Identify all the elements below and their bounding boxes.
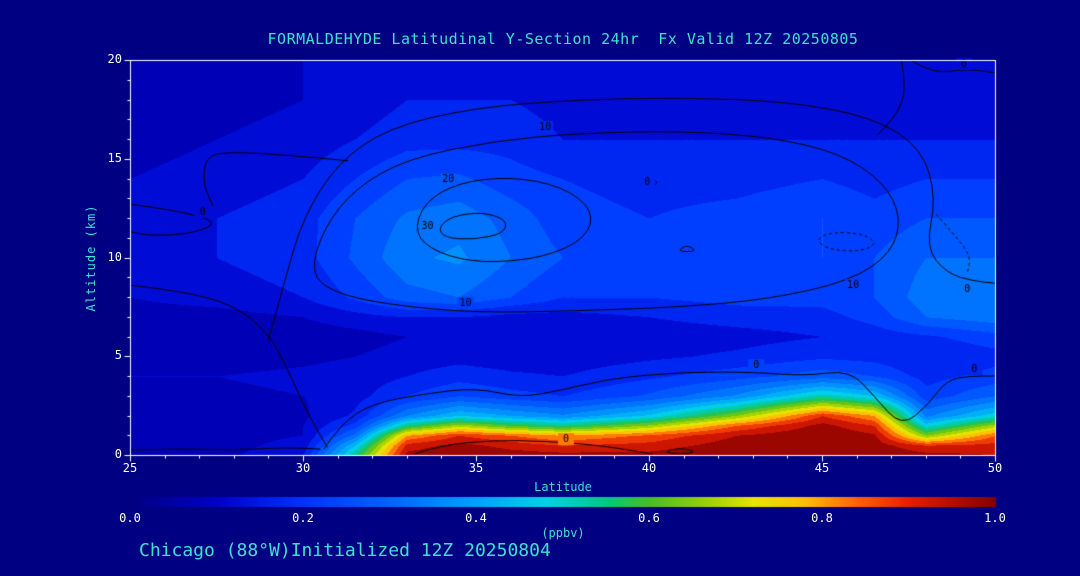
colorbar-tick-label: 0.2 [292, 511, 314, 525]
y-tick-label: 0 [114, 447, 122, 461]
colorbar-tick-label: 0.6 [638, 511, 660, 525]
x-tick-label: 50 [987, 461, 1003, 475]
x-tick-label: 25 [122, 461, 138, 475]
colorbar-tick-label: 0.8 [811, 511, 833, 525]
x-tick-label: 35 [468, 461, 484, 475]
colorbar-units-label: (ppbv) [541, 526, 585, 540]
colorbar-tick-label: 0.4 [465, 511, 487, 525]
footer-annotation: Chicago (88°W)Initialized 12Z 20250804 [139, 540, 551, 561]
x-axis-title: Latitude [534, 480, 592, 494]
x-tick-label: 45 [814, 461, 830, 475]
x-tick-label: 30 [295, 461, 311, 475]
x-tick-label: 40 [641, 461, 657, 475]
plot-title: FORMALDEHYDE Latitudinal Y-Section 24hr … [267, 30, 859, 48]
colorbar-tick-label: 0.0 [119, 511, 141, 525]
y-tick-label: 10 [107, 249, 122, 264]
colorbar-tick-label: 1.0 [984, 511, 1006, 525]
y-tick-label: 15 [107, 150, 122, 165]
y-tick-label: 20 [107, 52, 122, 66]
y-tick-label: 5 [114, 348, 122, 363]
